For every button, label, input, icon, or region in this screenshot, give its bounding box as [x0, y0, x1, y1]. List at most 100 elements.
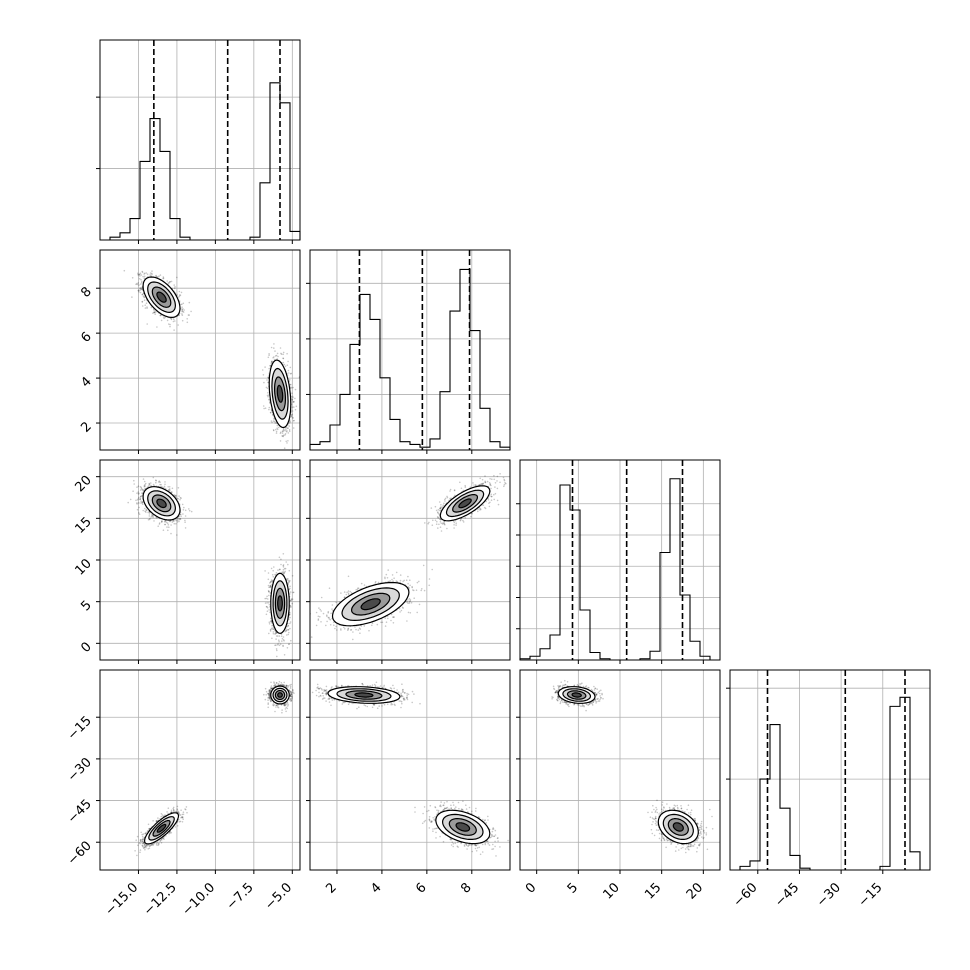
sample-point: [269, 402, 271, 404]
sample-point: [170, 317, 173, 320]
sample-point: [184, 509, 187, 512]
sample-point: [292, 417, 295, 419]
sample-point: [147, 485, 150, 488]
sample-point: [141, 501, 144, 504]
sample-point: [294, 397, 296, 400]
histogram-steps: [100, 82, 301, 241]
sample-point: [289, 585, 291, 588]
sample-point: [143, 273, 145, 275]
sample-point: [141, 293, 144, 296]
sample-point: [181, 313, 183, 315]
sample-point: [264, 602, 267, 604]
sample-point: [142, 478, 145, 480]
sample-point: [283, 447, 286, 450]
sample-point: [285, 630, 287, 632]
sample-point: [139, 288, 142, 291]
sample-point: [178, 520, 180, 523]
sample-point: [183, 506, 185, 509]
sample-point: [267, 376, 270, 378]
sample-point: [282, 553, 285, 555]
sample-point: [274, 573, 276, 576]
sample-point: [282, 566, 285, 568]
sample-point: [291, 414, 293, 416]
sample-point: [182, 311, 185, 313]
sample-point: [144, 485, 146, 488]
sample-point: [289, 605, 292, 607]
sample-point: [137, 282, 140, 284]
sample-point: [270, 362, 273, 365]
sample-point: [284, 630, 286, 633]
sample-point: [163, 520, 166, 523]
sample-point: [151, 515, 153, 518]
sample-point: [141, 300, 144, 303]
panel-frame: [309, 249, 511, 451]
sample-point: [267, 395, 269, 398]
sample-point: [267, 376, 270, 379]
sample-point: [294, 408, 297, 411]
sample-point: [288, 429, 291, 431]
sample-point: [172, 519, 175, 522]
sample-point: [272, 569, 275, 572]
sample-point: [285, 428, 287, 431]
sample-point: [278, 640, 280, 643]
sample-point: [139, 275, 141, 277]
sample-point: [136, 283, 139, 286]
sample-point: [289, 379, 291, 381]
panel-frame: [99, 39, 301, 241]
sample-point: [181, 306, 183, 309]
sample-point: [272, 627, 274, 629]
sample-point: [275, 432, 278, 434]
sample-point: [137, 498, 140, 500]
sample-point: [153, 520, 155, 522]
sample-point: [286, 442, 288, 444]
sample-point: [181, 314, 184, 317]
sample-point: [286, 647, 289, 649]
sample-point: [158, 522, 161, 524]
sample-point: [139, 498, 141, 501]
sample-point: [147, 511, 149, 514]
sample-point: [137, 273, 139, 276]
sample-point: [143, 480, 146, 483]
scatter-content: [123, 269, 300, 450]
x-tick-label: −15: [856, 880, 886, 910]
sample-point: [282, 429, 285, 431]
sample-point: [144, 482, 147, 485]
sample-cluster: [264, 553, 295, 658]
sample-point: [170, 491, 173, 494]
sample-point: [148, 484, 150, 486]
sample-point: [142, 489, 144, 491]
y-tick-label: 8: [78, 284, 94, 300]
sample-point: [188, 301, 191, 304]
sample-point: [268, 406, 271, 409]
sample-point: [164, 481, 166, 483]
sample-point: [269, 365, 272, 367]
sample-point: [153, 309, 155, 311]
sample-point: [269, 364, 272, 367]
sample-point: [294, 388, 297, 391]
sample-point: [287, 633, 290, 636]
sample-point: [288, 581, 291, 583]
sample-point: [139, 287, 141, 290]
sample-point: [139, 283, 142, 285]
sample-point: [273, 356, 275, 358]
sample-point: [158, 275, 160, 278]
sample-point: [137, 485, 140, 488]
sample-point: [139, 272, 142, 275]
sample-point: [293, 419, 295, 422]
sample-point: [179, 496, 182, 499]
sample-point: [144, 304, 146, 307]
sample-point: [280, 352, 282, 355]
sample-point: [285, 430, 288, 433]
sample-point: [169, 280, 171, 283]
sample-point: [282, 430, 284, 433]
sample-point: [265, 386, 268, 389]
sample-point: [148, 483, 151, 486]
sample-point: [148, 518, 151, 521]
sample-point: [154, 313, 156, 316]
sample-point: [270, 567, 273, 570]
sample-point: [287, 360, 289, 363]
sample-point: [261, 369, 264, 371]
sample-point: [267, 394, 270, 396]
sample-point: [139, 289, 141, 292]
sample-point: [159, 274, 162, 276]
